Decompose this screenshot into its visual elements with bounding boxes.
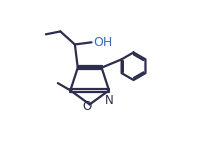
Text: OH: OH [93, 36, 112, 49]
Text: O: O [82, 100, 92, 113]
Text: N: N [105, 94, 113, 107]
